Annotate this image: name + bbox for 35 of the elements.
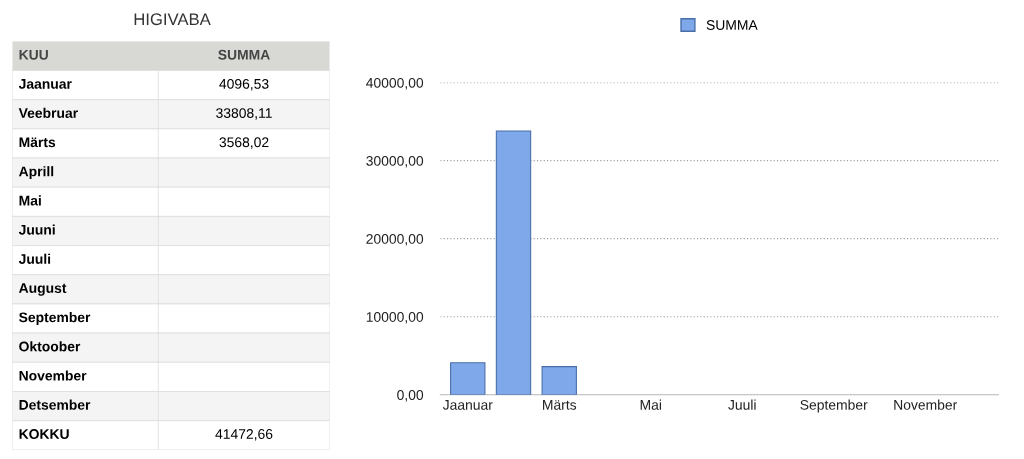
category-label: Oktoober (19, 341, 81, 352)
category-label: August (18, 283, 67, 296)
bar (450, 362, 486, 395)
x-tick-label: Mai (640, 399, 661, 410)
y-tick-label: 20000,00 (366, 234, 424, 246)
category-label: Aprill (18, 166, 54, 180)
text: KOKKU (19, 429, 69, 439)
series-label: SUMMA (218, 49, 270, 60)
y-tick-label: 40000,00 (366, 77, 424, 90)
category-label: September (19, 312, 91, 325)
bar (495, 130, 532, 395)
data-label: 3568,02 (219, 137, 269, 149)
text: KUU (19, 49, 48, 60)
data-label: 4096,53 (219, 78, 269, 91)
text: HIGIVABA (134, 13, 211, 26)
legend-label: SUMMA (706, 20, 758, 30)
x-tick-label: Märts (543, 400, 577, 410)
category-label: Juuni (18, 224, 55, 235)
category-label: Mai (19, 195, 41, 206)
x-tick-label: November (894, 399, 958, 410)
text: 41472,66 (215, 429, 273, 441)
data-label: 33808,11 (216, 108, 272, 120)
x-tick-label: Jaanuar (442, 400, 493, 410)
y-tick-label: 0,00 (397, 390, 424, 402)
x-tick-label: Juuli (728, 399, 756, 410)
y-tick-label: 10000,00 (366, 312, 424, 324)
category-label: November (19, 370, 87, 381)
bar (541, 366, 577, 395)
category-label: Veebruar (18, 107, 78, 118)
y-tick-label: 30000,00 (366, 155, 424, 168)
category-label: Jaanuar (18, 79, 72, 89)
category-label: Detsember (19, 399, 91, 410)
x-tick-label: September (800, 399, 868, 413)
category-label: Märts (19, 137, 56, 148)
category-label: Juuli (18, 253, 51, 264)
